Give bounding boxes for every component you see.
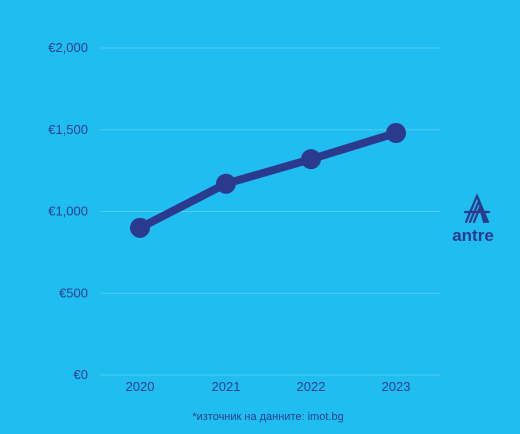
data-points [130,123,406,238]
y-tick-label: €500 [59,285,88,300]
y-tick-label: €1,000 [48,204,88,219]
y-tick-label: €2,000 [48,40,88,55]
x-tick-label: 2022 [297,379,326,394]
data-point [130,217,150,238]
antre-logo-icon [463,193,491,224]
x-tick-label: 2023 [382,379,411,394]
data-point [301,149,321,170]
y-tick-label: €0 [74,367,88,382]
data-point [386,123,406,144]
y-axis-tick-labels: €0 €500 €1,000 €1,500 €2,000 [48,40,88,382]
grid-lines [100,47,440,376]
source-note: *източник на данните: imot.bg [192,411,343,423]
brand-name: antre [452,226,494,245]
brand-logo: antre [452,193,494,245]
series-lines [136,129,400,232]
x-tick-label: 2020 [126,379,155,394]
y-tick-label: €1,500 [48,122,88,137]
series-line [136,129,400,232]
data-point [216,173,236,194]
x-axis-tick-labels: 2020 2021 2022 2023 [126,379,411,394]
x-tick-label: 2021 [212,379,241,394]
